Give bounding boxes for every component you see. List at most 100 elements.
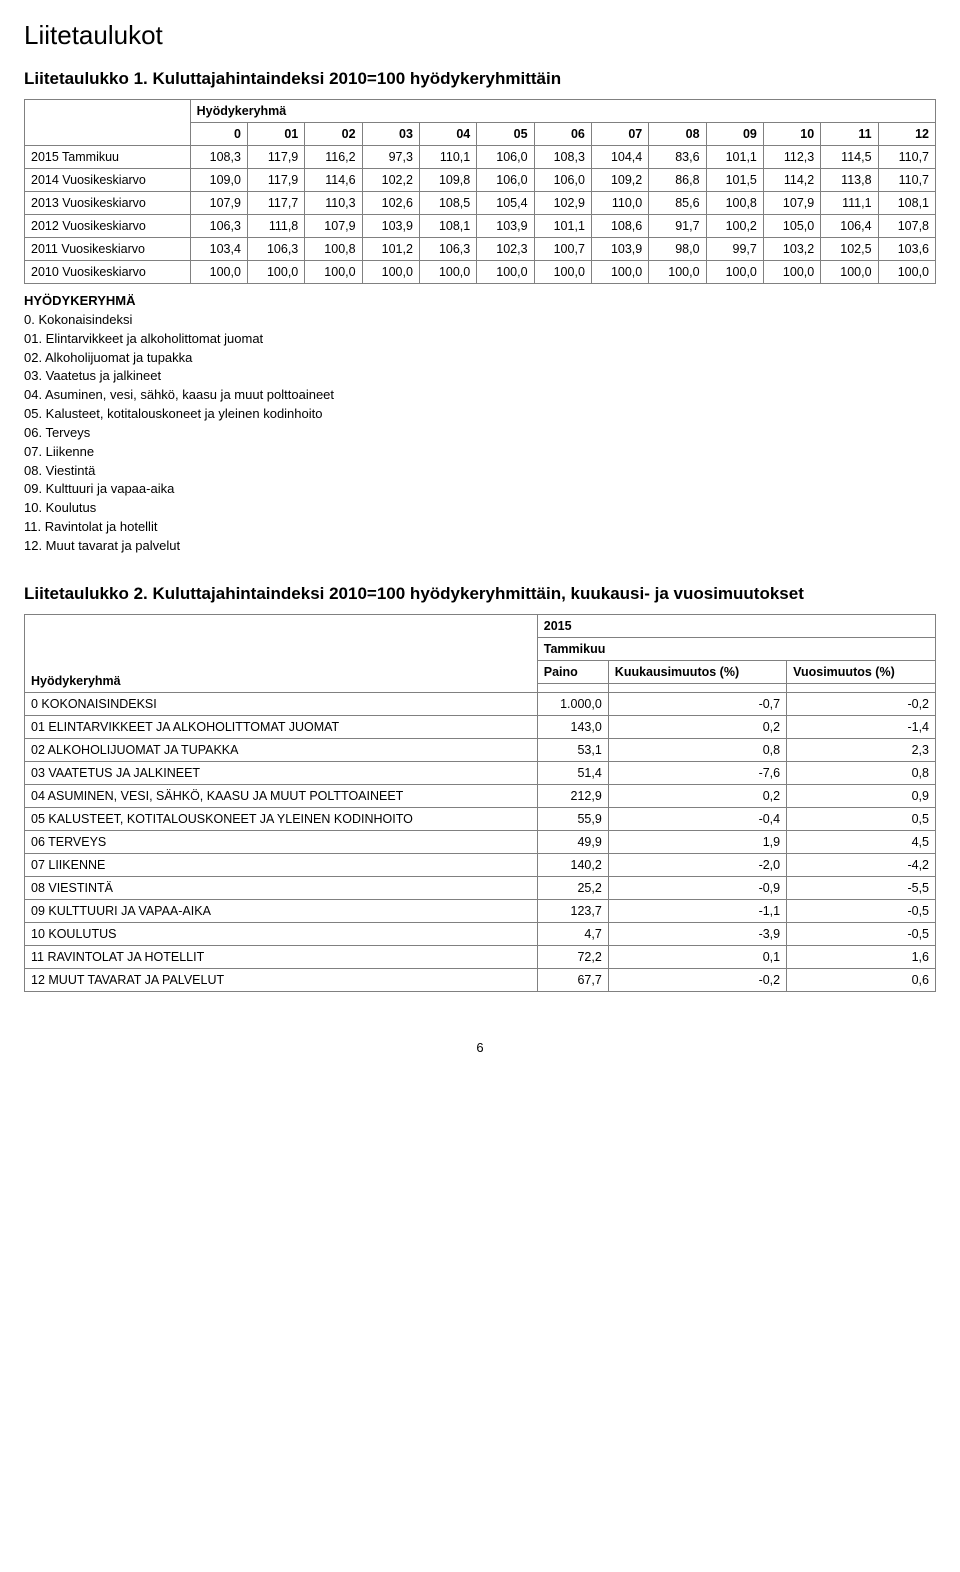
table2-blank2: [608, 683, 786, 692]
table-row: 12 MUUT TAVARAT JA PALVELUT67,7-0,20,6: [25, 968, 936, 991]
table1-cell: 100,0: [305, 261, 362, 284]
table1-cell: 100,0: [190, 261, 247, 284]
table1-cell: 110,7: [878, 146, 935, 169]
table1-cell: 108,1: [419, 215, 476, 238]
table1-col-0: 0: [190, 123, 247, 146]
legend-item: 11. Ravintolat ja hotellit: [24, 519, 157, 534]
table2-col-paino: Paino: [537, 660, 608, 683]
table2-cell: 25,2: [537, 876, 608, 899]
legend-item: 08. Viestintä: [24, 463, 95, 478]
table1: Hyödykeryhmä 0 01 02 03 04 05 06 07 08 0…: [24, 99, 936, 284]
table2-row-label: 06 TERVEYS: [25, 830, 538, 853]
table1-col-4: 04: [419, 123, 476, 146]
table2-blank1: [537, 683, 608, 692]
table1-cell: 101,2: [362, 238, 419, 261]
table2-row-label: 02 ALKOHOLIJUOMAT JA TUPAKKA: [25, 738, 538, 761]
table2-cell: -0,9: [608, 876, 786, 899]
table1-row-label: 2014 Vuosikeskiarvo: [25, 169, 191, 192]
table-row: 02 ALKOHOLIJUOMAT JA TUPAKKA53,10,82,3: [25, 738, 936, 761]
table1-col-12: 12: [878, 123, 935, 146]
table2-row-label: 01 ELINTARVIKKEET JA ALKOHOLITTOMAT JUOM…: [25, 715, 538, 738]
table1-col-10: 10: [763, 123, 820, 146]
table2-blank3: [787, 683, 936, 692]
table1-col-2: 02: [305, 123, 362, 146]
table2-cell: 2,3: [787, 738, 936, 761]
table1-wrap: Hyödykeryhmä 0 01 02 03 04 05 06 07 08 0…: [24, 99, 936, 284]
table-row: 2011 Vuosikeskiarvo103,4106,3100,8101,21…: [25, 238, 936, 261]
table-row: 05 KALUSTEET, KOTITALOUSKONEET JA YLEINE…: [25, 807, 936, 830]
legend-item: 04. Asuminen, vesi, sähkö, kaasu ja muut…: [24, 387, 334, 402]
table1-cell: 86,8: [649, 169, 706, 192]
table1-cell: 106,3: [247, 238, 304, 261]
table2-cell: 4,5: [787, 830, 936, 853]
table1-cell: 110,1: [419, 146, 476, 169]
table-row: 2012 Vuosikeskiarvo106,3111,8107,9103,91…: [25, 215, 936, 238]
table2-year: 2015: [537, 614, 935, 637]
table1-cell: 101,5: [706, 169, 763, 192]
table1-cell: 102,5: [821, 238, 878, 261]
table1-cell: 105,0: [763, 215, 820, 238]
table2-col-kk: Kuukausimuutos (%): [608, 660, 786, 683]
table2-row-label: 09 KULTTUURI JA VAPAA-AIKA: [25, 899, 538, 922]
table-row: 2014 Vuosikeskiarvo109,0117,9114,6102,21…: [25, 169, 936, 192]
table1-cell: 105,4: [477, 192, 534, 215]
page-title: Liitetaulukot: [24, 20, 936, 51]
table2-cell: 140,2: [537, 853, 608, 876]
table1-cell: 99,7: [706, 238, 763, 261]
table2-cell: 0,8: [608, 738, 786, 761]
table1-cell: 100,8: [706, 192, 763, 215]
table2-cell: 1,6: [787, 945, 936, 968]
table1-row-label: 2010 Vuosikeskiarvo: [25, 261, 191, 284]
table2-cell: -3,9: [608, 922, 786, 945]
table1-cell: 101,1: [706, 146, 763, 169]
legend-heading: HYÖDYKERYHMÄ: [24, 293, 135, 308]
table1-cell: 100,0: [878, 261, 935, 284]
table1-cell: 103,4: [190, 238, 247, 261]
table1-cell: 106,4: [821, 215, 878, 238]
table1-row-label: 2015 Tammikuu: [25, 146, 191, 169]
table-row: 2010 Vuosikeskiarvo100,0100,0100,0100,01…: [25, 261, 936, 284]
legend-item: 01. Elintarvikkeet ja alkoholittomat juo…: [24, 331, 263, 346]
table1-cell: 103,9: [477, 215, 534, 238]
table2-cell: 53,1: [537, 738, 608, 761]
table2-rowhead: Hyödykeryhmä: [25, 614, 538, 692]
table1-cell: 100,0: [419, 261, 476, 284]
table1-cell: 100,0: [477, 261, 534, 284]
table1-cell: 114,5: [821, 146, 878, 169]
table1-col-11: 11: [821, 123, 878, 146]
table1-cell: 100,0: [763, 261, 820, 284]
table2-row-label: 12 MUUT TAVARAT JA PALVELUT: [25, 968, 538, 991]
table1-col-7: 07: [591, 123, 648, 146]
table1-cell: 100,0: [534, 261, 591, 284]
legend-item: 12. Muut tavarat ja palvelut: [24, 538, 180, 553]
table-row: 03 VAATETUS JA JALKINEET51,4-7,60,8: [25, 761, 936, 784]
table1-cell: 109,2: [591, 169, 648, 192]
table1-cell: 100,0: [821, 261, 878, 284]
legend-item: 05. Kalusteet, kotitalouskoneet ja ylein…: [24, 406, 322, 421]
table-row: 2013 Vuosikeskiarvo107,9117,7110,3102,61…: [25, 192, 936, 215]
table-row: 09 KULTTUURI JA VAPAA-AIKA123,7-1,1-0,5: [25, 899, 936, 922]
table2-row-label: 03 VAATETUS JA JALKINEET: [25, 761, 538, 784]
table1-cell: 107,8: [878, 215, 935, 238]
table2-row-label: 07 LIIKENNE: [25, 853, 538, 876]
table2-cell: 72,2: [537, 945, 608, 968]
table1-cell: 103,2: [763, 238, 820, 261]
table1-cell: 102,2: [362, 169, 419, 192]
table-row: 10 KOULUTUS4,7-3,9-0,5: [25, 922, 936, 945]
table1-cell: 110,3: [305, 192, 362, 215]
table1-cell: 104,4: [591, 146, 648, 169]
table1-col-6: 06: [534, 123, 591, 146]
table-row: 08 VIESTINTÄ25,2-0,9-5,5: [25, 876, 936, 899]
table-row: 11 RAVINTOLAT JA HOTELLIT72,20,11,6: [25, 945, 936, 968]
table2-month: Tammikuu: [537, 637, 935, 660]
table1-cell: 98,0: [649, 238, 706, 261]
table1-cell: 111,1: [821, 192, 878, 215]
table2-cell: 0,6: [787, 968, 936, 991]
table1-cell: 103,9: [591, 238, 648, 261]
table1-cell: 100,2: [706, 215, 763, 238]
table1-cell: 91,7: [649, 215, 706, 238]
table1-col-9: 09: [706, 123, 763, 146]
table1-cell: 100,0: [247, 261, 304, 284]
table2-row-label: 04 ASUMINEN, VESI, SÄHKÖ, KAASU JA MUUT …: [25, 784, 538, 807]
table2-cell: 51,4: [537, 761, 608, 784]
